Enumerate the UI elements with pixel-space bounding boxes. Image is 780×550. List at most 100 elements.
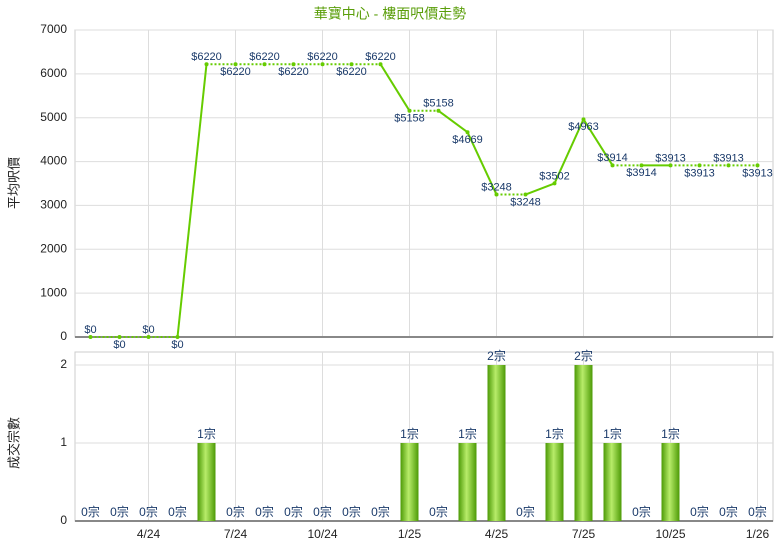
data-label: 0宗 [748,504,767,519]
plot-area [74,351,774,522]
y-tick-label: 5000 [40,110,67,124]
point [436,108,441,113]
data-label: 1宗 [458,426,477,441]
point [465,130,470,135]
point [349,62,354,67]
data-label: 0宗 [342,504,361,519]
point [320,62,325,67]
x-tick-label: 7/25 [572,527,596,541]
data-label: $6220 [191,51,222,63]
y-tick-label: 6000 [40,66,67,80]
data-label: $3502 [539,170,570,182]
data-label: 0宗 [313,504,332,519]
plot-area [74,29,774,338]
data-label: $3248 [481,181,512,193]
data-label: 0宗 [516,504,535,519]
data-label: 1宗 [400,426,419,441]
data-label: $6220 [365,51,396,63]
x-tick-label: 1/25 [398,527,422,541]
y-tick-label: 2000 [40,241,67,255]
data-label: $6220 [220,66,251,78]
chart-title: 華寶中心 - 樓面呎價走勢 [314,6,466,22]
y-tick-label: 7000 [40,22,67,36]
y-axis-label: 成交宗數 [6,417,21,469]
data-label: $3913 [713,152,744,164]
x-tick-label: 7/24 [224,527,248,541]
x-tick-label: 4/25 [485,527,509,541]
y-tick-label: 3000 [40,198,67,212]
point [581,117,586,122]
bar [458,443,477,521]
point [262,62,267,67]
y-tick-label: 4000 [40,154,67,168]
data-label: $3914 [626,167,657,179]
data-label: $6220 [307,51,338,63]
bar [400,443,419,521]
bar [661,443,680,521]
data-label: 0宗 [168,504,187,519]
point [523,192,528,197]
point [552,181,557,186]
line-segment [466,131,498,195]
data-label: $6220 [336,66,367,78]
point [726,163,731,168]
point [88,335,93,339]
bar [603,443,622,521]
data-label: $6220 [249,51,280,63]
data-label: $3913 [684,167,715,179]
data-label: $3248 [510,196,541,208]
data-label: 0宗 [226,504,245,519]
data-label: 1宗 [603,426,622,441]
bar [197,443,216,521]
data-label: 0宗 [371,504,390,519]
data-label: 2宗 [487,348,506,363]
y-tick-label: 1 [60,435,67,449]
data-label: $0 [171,339,183,351]
data-label: $0 [142,324,154,336]
data-label: 0宗 [719,504,738,519]
point [755,163,760,168]
data-label: $0 [84,324,96,336]
data-label: 2宗 [574,348,593,363]
point [291,62,296,67]
data-label: 1宗 [197,426,216,441]
x-tick-label: 10/24 [307,527,337,541]
bar [574,365,593,521]
data-label: $5158 [423,98,454,110]
point [117,335,122,339]
point [378,62,383,67]
data-label: $3913 [742,167,773,179]
line-segment [553,118,585,184]
point [639,163,644,168]
data-label: 0宗 [632,504,651,519]
line-segment [582,118,614,166]
x-tick-label: 1/26 [746,527,770,541]
point [407,108,412,113]
data-label: 0宗 [284,504,303,519]
data-label: 0宗 [139,504,158,519]
line-segment [176,64,208,338]
data-label: $5158 [394,113,425,125]
data-label: 0宗 [110,504,129,519]
y-axis-label: 平均呎價 [6,157,21,209]
line-segment [379,63,411,112]
point [494,192,499,197]
point [204,62,209,67]
data-label: 1宗 [545,426,564,441]
data-label: 0宗 [690,504,709,519]
data-label: $0 [113,339,125,351]
line-segment [525,182,555,196]
data-label: $4963 [568,121,599,133]
y-tick-label: 2 [60,357,67,371]
y-tick-label: 0 [60,329,67,343]
bar [545,443,564,521]
point [146,335,151,339]
y-tick-label: 0 [60,513,67,527]
data-label: 0宗 [81,504,100,519]
data-label: 0宗 [255,504,274,519]
data-label: $4669 [452,134,483,146]
data-label: $3914 [597,152,628,164]
data-label: $6220 [278,66,309,78]
data-label: 1宗 [661,426,680,441]
